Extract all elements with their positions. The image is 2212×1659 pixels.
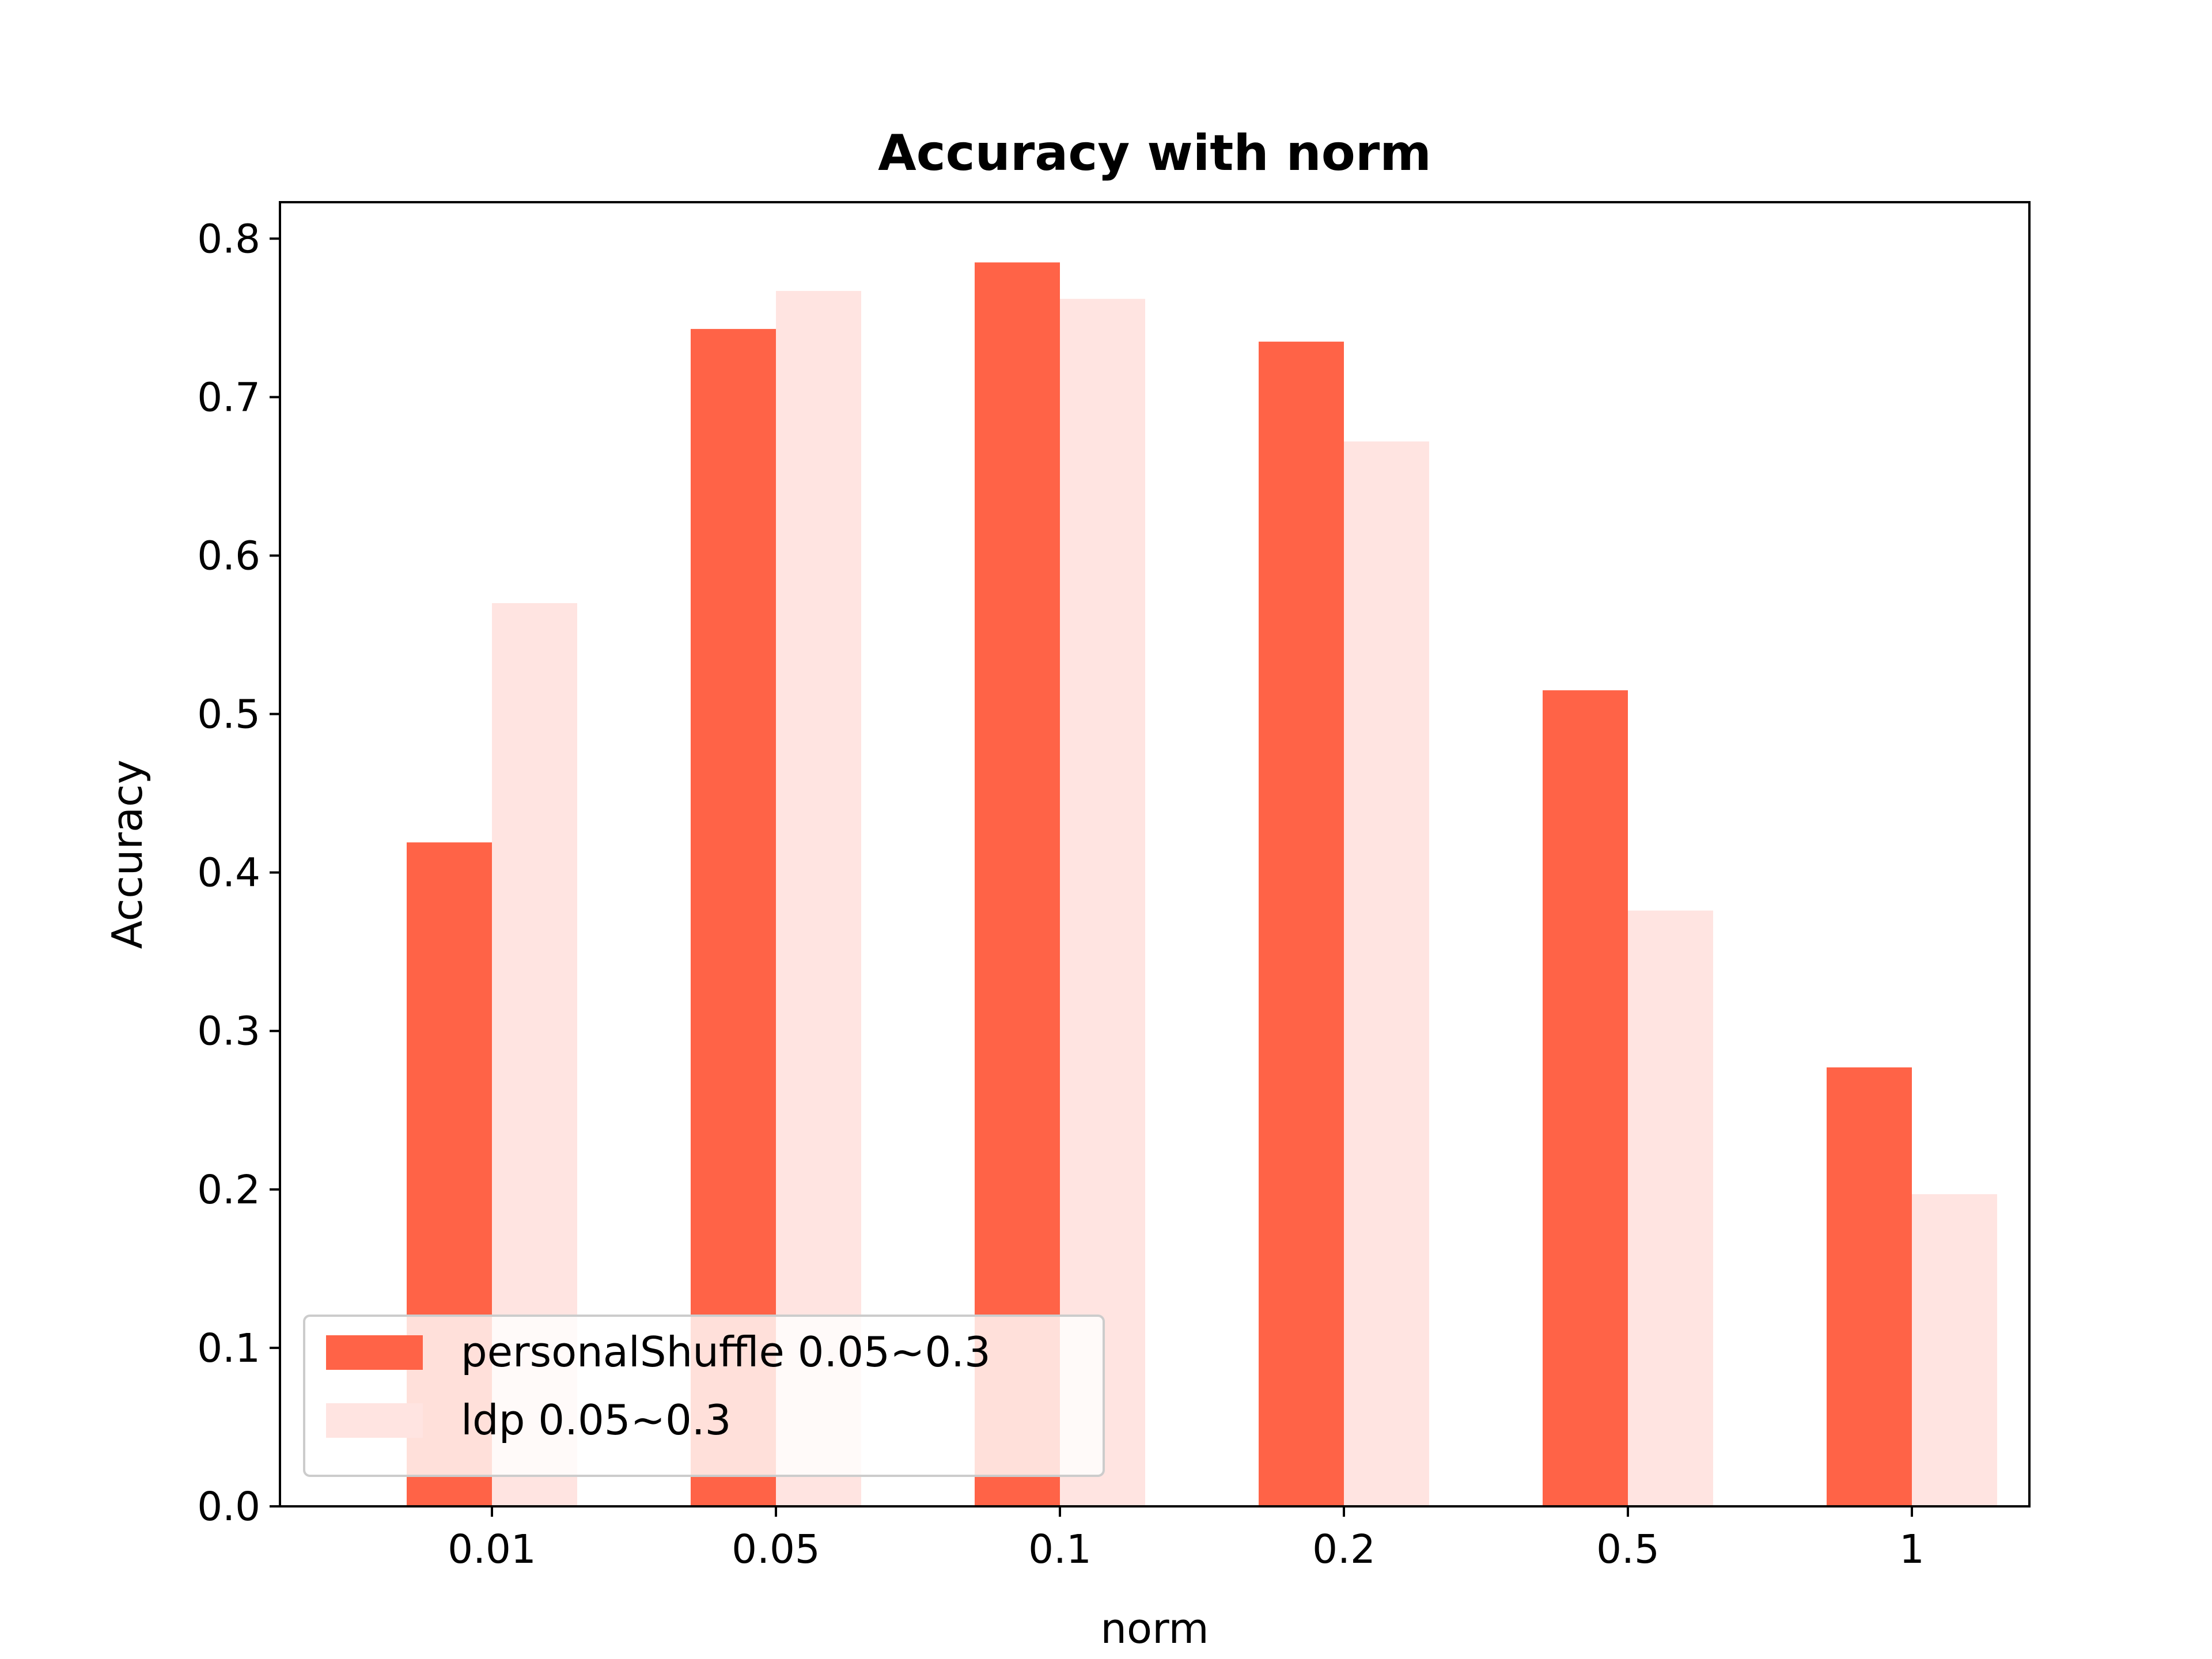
y-tick-label: 0.4	[197, 850, 260, 896]
y-tick-label: 0.8	[197, 216, 260, 262]
y-tick-label: 0.0	[197, 1484, 260, 1530]
bar-personalshuffle-0.05	[691, 329, 776, 1506]
y-tick-label: 0.7	[197, 374, 260, 421]
x-tick-label: 0.01	[448, 1527, 536, 1573]
y-tick-label: 0.5	[197, 692, 260, 738]
legend: personalShuffle 0.05~0.3 ldp 0.05~0.3	[303, 1315, 1105, 1477]
legend-swatch-personalshuffle	[326, 1335, 423, 1370]
x-tick-label: 0.1	[1028, 1527, 1092, 1573]
bar-personalshuffle-0.2	[1259, 342, 1344, 1506]
bar-ldp-0.1	[1060, 298, 1145, 1506]
bar-ldp-0.05	[776, 291, 861, 1506]
bar-personalshuffle-1	[1827, 1067, 1912, 1506]
y-axis-ticks: 0.0 0.1 0.2 0.3 0.4 0.5 0.6 0.7 0.8	[197, 216, 280, 1530]
y-tick-label: 0.2	[197, 1167, 260, 1213]
chart-title: Accuracy with norm	[878, 124, 1431, 182]
legend-label-ldp: ldp 0.05~0.3	[461, 1396, 731, 1444]
bar-ldp-0.5	[1628, 910, 1713, 1506]
legend-label-personalshuffle: personalShuffle 0.05~0.3	[461, 1328, 991, 1376]
y-tick-label: 0.1	[197, 1325, 260, 1372]
legend-box	[303, 1315, 1105, 1477]
bar-ldp-0.2	[1344, 441, 1429, 1506]
y-tick-label: 0.3	[197, 1009, 260, 1055]
bar-personalshuffle-0.1	[975, 262, 1060, 1506]
x-tick-label: 0.5	[1596, 1527, 1660, 1573]
bar-ldp-1	[1912, 1194, 1997, 1506]
legend-swatch-ldp	[326, 1403, 423, 1438]
plot-frame	[279, 201, 2031, 1508]
x-tick-label: 0.05	[732, 1527, 820, 1573]
bar-personalshuffle-0.5	[1543, 690, 1628, 1506]
x-tick-label: 1	[1899, 1527, 1925, 1573]
y-axis-label: Accuracy	[103, 760, 151, 949]
x-axis-ticks: 0.01 0.05 0.1 0.2 0.5 1	[448, 1506, 1925, 1573]
x-axis-label: norm	[1100, 1604, 1209, 1653]
x-tick-label: 0.2	[1312, 1527, 1376, 1573]
y-tick-label: 0.6	[197, 533, 260, 579]
